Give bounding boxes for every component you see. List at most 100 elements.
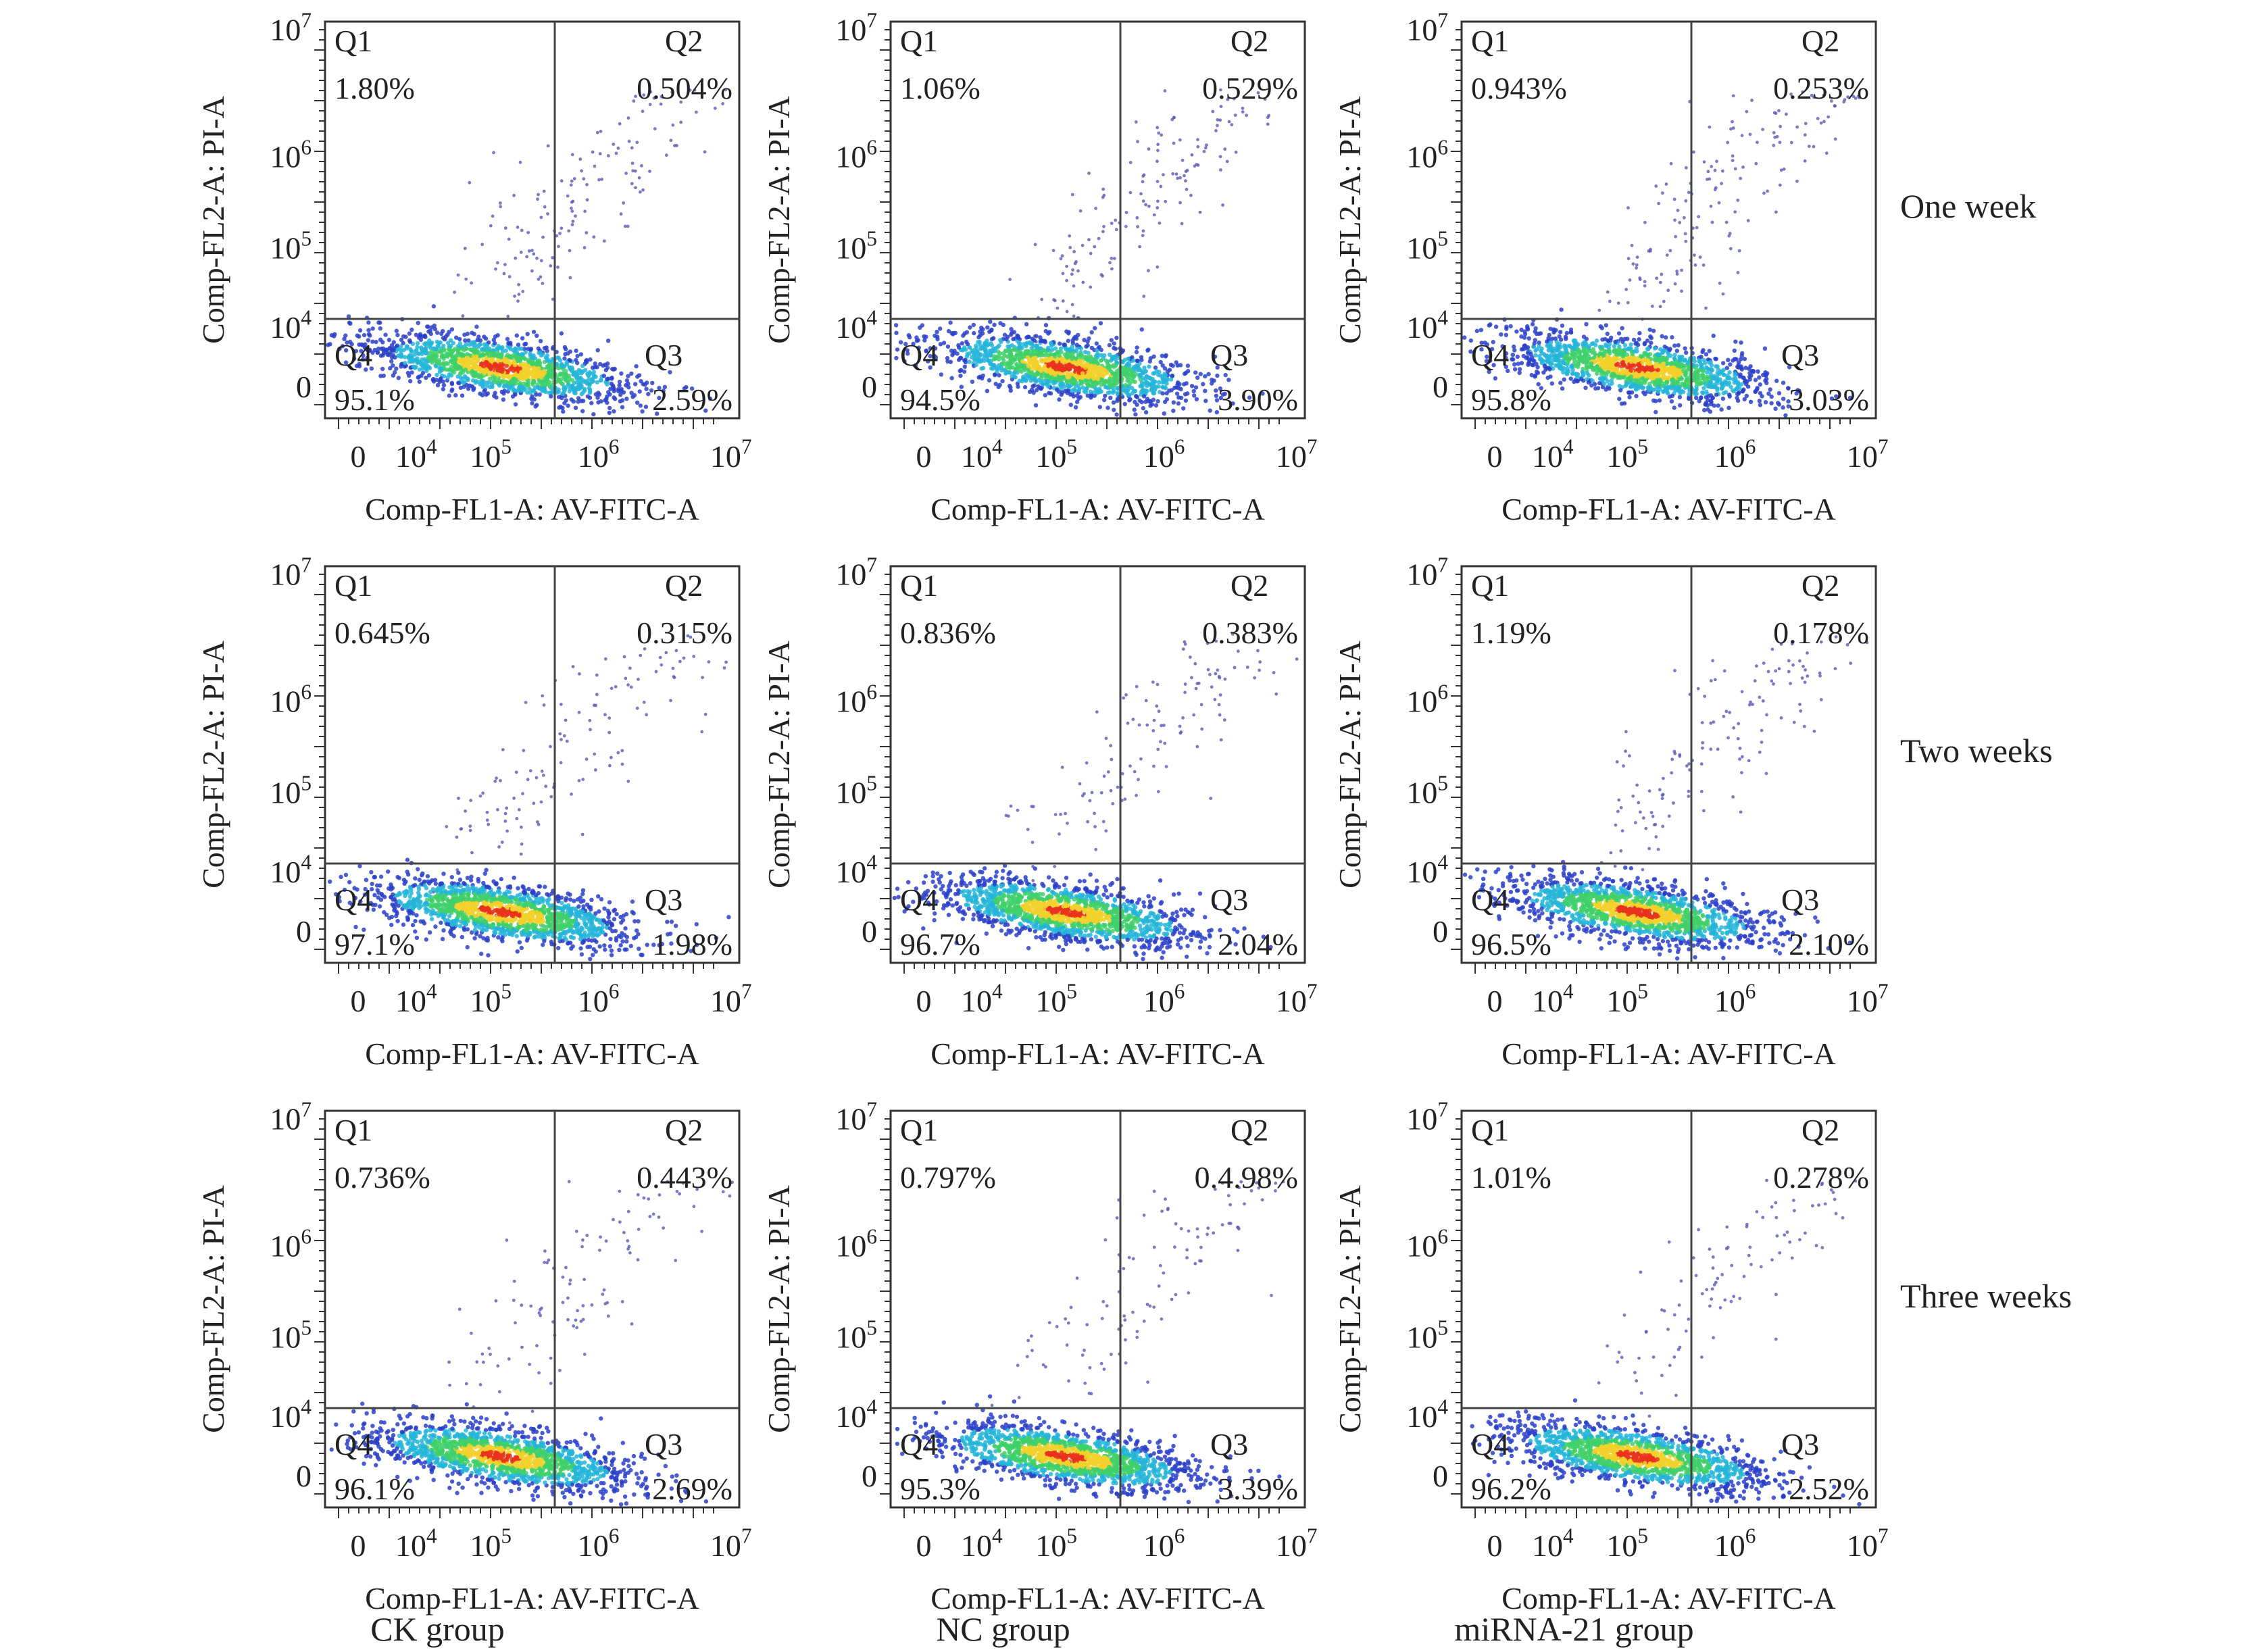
scatter-point [1650,304,1654,308]
scatter-point [1112,382,1117,388]
scatter-point [679,120,683,124]
scatter-point [1127,398,1132,403]
scatter-point [946,328,951,334]
scatter-point [1657,398,1662,403]
scatter-point [1733,339,1738,344]
scatter-point [1531,358,1535,363]
scatter-point [366,338,371,343]
scatter-point [535,333,539,338]
scatter-point [588,357,593,362]
scatter-point [532,252,536,256]
scatter-point [1714,364,1718,369]
scatter-point [1043,393,1048,398]
scatter-point [1093,245,1097,249]
scatter-point [1003,349,1009,353]
scatter-point [1162,173,1165,176]
scatter-point [1649,247,1652,251]
quadrant-percent-q2: 0.504% [637,71,732,105]
scatter-point [1675,384,1680,390]
scatter-point [1202,149,1206,153]
scatter-point [1772,143,1776,147]
scatter-point [630,182,634,186]
scatter-point [566,382,570,387]
scatter-point [461,352,466,357]
scatter-point [639,190,642,194]
scatter-point [1108,261,1112,265]
scatter-point [556,266,560,269]
scatter-point [547,384,552,389]
scatter-point [1156,126,1160,130]
scatter-point [1196,138,1199,142]
x-tick-label: 0 [916,439,932,474]
scatter-point [541,371,546,376]
scatter-point [1071,268,1074,272]
scatter-point [626,381,630,386]
scatter-point [1733,210,1737,214]
scatter-point [407,331,412,336]
scatter-point [1586,380,1591,385]
scatter-point [1214,129,1218,132]
scatter-point [1598,368,1603,373]
scatter-point [920,323,925,328]
scatter-point [1126,378,1131,383]
scatter-point [1046,345,1051,350]
scatter-point [1128,191,1133,195]
scatter-point [1816,117,1820,120]
scatter-point [1666,289,1670,293]
scatter-point [362,332,367,338]
scatter-point [1643,220,1647,224]
scatter-point [1709,367,1714,372]
scatter-point [1738,372,1743,377]
scatter-point [582,388,587,393]
scatter-point [1176,176,1180,180]
scatter-point [455,366,460,371]
scatter-point [1710,165,1714,168]
scatter-point [1628,278,1632,282]
scatter-point [1210,377,1214,382]
scatter-point [1795,125,1799,129]
scatter-point [1163,373,1168,378]
scatter-point [520,352,524,357]
scatter-point [600,178,603,181]
scatter-point [1078,346,1084,351]
scatter-point [1047,391,1051,395]
scatter-point [439,366,444,371]
scatter-point [1134,349,1139,355]
scatter-point [638,403,643,408]
scatter-point [535,359,540,365]
scatter-point [1142,295,1146,298]
scatter-point [646,391,651,397]
scatter-point [441,343,446,349]
scatter-point [1139,192,1143,196]
scatter-point [436,341,441,345]
scatter-point [1676,209,1680,212]
scatter-point [428,331,433,336]
scatter-point [591,412,596,417]
scatter-point [1715,159,1718,164]
scatter-point [1004,336,1009,342]
scatter-point [564,398,568,403]
scatter-point [415,341,420,346]
scatter-point [1597,380,1602,386]
scatter-point [1554,363,1558,368]
scatter-point [498,362,503,367]
scatter-point [1141,229,1145,233]
scatter-point [1205,143,1208,147]
scatter-point [1637,330,1642,336]
scatter-point [1080,353,1085,358]
scatter-point [469,360,474,365]
scatter-point [1010,374,1014,378]
scatter-point [518,366,522,371]
scatter-point [408,347,413,352]
scatter-point [1761,128,1765,132]
scatter-point [1103,379,1108,384]
scatter-point [1781,405,1785,410]
scatter-point [1696,369,1701,374]
scatter-point [624,397,629,401]
scatter-point [1508,324,1513,329]
scatter-point [1110,390,1116,395]
scatter-point [1164,353,1168,357]
scatter-point [1024,322,1029,326]
scatter-point [993,382,998,386]
